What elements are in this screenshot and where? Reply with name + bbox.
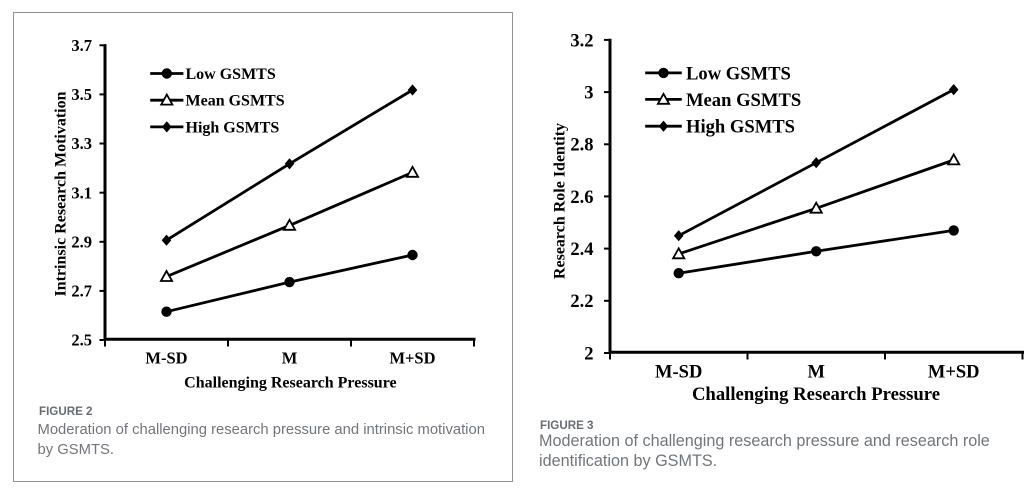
svg-text:Mean GSMTS: Mean GSMTS: [686, 90, 801, 111]
svg-text:2.8: 2.8: [570, 136, 593, 156]
svg-text:High GSMTS: High GSMTS: [186, 119, 280, 136]
svg-text:2.2: 2.2: [570, 292, 593, 312]
svg-text:2: 2: [584, 344, 593, 364]
svg-text:3.1: 3.1: [71, 183, 92, 202]
svg-text:High GSMTS: High GSMTS: [686, 117, 795, 138]
svg-text:2.4: 2.4: [570, 240, 593, 260]
svg-text:M+SD: M+SD: [389, 349, 435, 368]
svg-text:3.2: 3.2: [570, 31, 593, 51]
svg-text:M+SD: M+SD: [928, 363, 980, 383]
svg-text:2.7: 2.7: [71, 282, 92, 301]
svg-text:Low GSMTS: Low GSMTS: [186, 66, 276, 83]
svg-text:2.6: 2.6: [570, 188, 593, 208]
svg-text:Mean GSMTS: Mean GSMTS: [186, 93, 285, 110]
svg-text:M: M: [282, 349, 298, 368]
svg-text:Challenging Research Pressure: Challenging Research Pressure: [184, 374, 396, 391]
svg-text:2.5: 2.5: [71, 331, 92, 350]
svg-text:3: 3: [584, 84, 593, 104]
svg-text:M: M: [807, 363, 824, 383]
svg-text:3.7: 3.7: [71, 36, 92, 55]
svg-text:Research Role Identity: Research Role Identity: [552, 123, 569, 279]
svg-text:2.9: 2.9: [71, 233, 92, 252]
svg-text:3.3: 3.3: [71, 134, 92, 153]
svg-text:Intrinsic Research Motivation: Intrinsic Research Motivation: [53, 91, 70, 296]
svg-text:M-SD: M-SD: [655, 363, 702, 383]
svg-text:3.5: 3.5: [71, 85, 92, 104]
svg-text:Low GSMTS: Low GSMTS: [686, 63, 791, 84]
svg-text:Challenging Research Pressure: Challenging Research Pressure: [692, 384, 940, 405]
svg-text:M-SD: M-SD: [145, 349, 187, 368]
